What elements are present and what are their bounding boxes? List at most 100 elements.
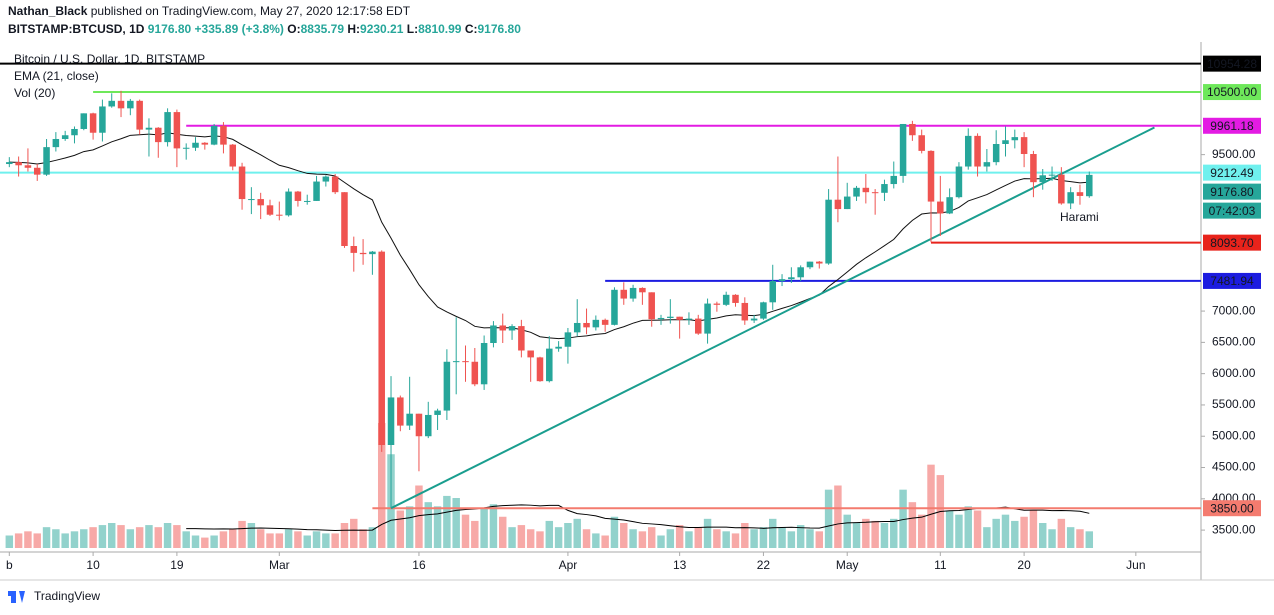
volume-bar xyxy=(443,495,451,548)
volume-bar xyxy=(973,510,982,548)
candle-body xyxy=(778,279,786,282)
volume-bar xyxy=(890,518,898,548)
volume-bar xyxy=(368,527,377,548)
volume-bar xyxy=(322,533,330,548)
candle-body xyxy=(806,261,814,268)
candle-body xyxy=(909,123,916,136)
volume-bar xyxy=(620,523,628,548)
volume-bar xyxy=(480,508,488,548)
candle-body xyxy=(843,196,851,210)
last-price-label: 9176.80 xyxy=(1210,185,1254,199)
price-line-label-bg xyxy=(1203,272,1261,289)
candle-body xyxy=(1067,192,1074,204)
volume-bar xyxy=(815,531,824,548)
candle-body xyxy=(499,325,507,331)
candle-body xyxy=(518,326,525,351)
price-line-label-bg xyxy=(1203,84,1261,101)
candle-body xyxy=(881,184,888,193)
y-tick-label: 7000.00 xyxy=(1212,303,1256,317)
candle-body xyxy=(639,287,646,293)
volume-bar xyxy=(945,510,954,548)
candle-body xyxy=(303,200,311,202)
candle-body xyxy=(99,106,106,133)
quote-value: 8810.99 xyxy=(418,22,462,36)
y-tick-label: 6500.00 xyxy=(1212,335,1256,349)
candle-body xyxy=(89,113,97,133)
price-line-label: 7481.94 xyxy=(1210,274,1254,288)
volume-bar xyxy=(731,533,740,548)
x-tick-label: 10 xyxy=(86,558,100,572)
candle-body xyxy=(871,192,879,194)
candle-body xyxy=(378,251,385,445)
volume-bar xyxy=(647,527,656,548)
volume-bar xyxy=(880,523,889,548)
volume-bar xyxy=(191,535,200,548)
candle-body xyxy=(80,113,88,129)
volume-bar xyxy=(154,527,162,548)
price-line-label-bg xyxy=(1203,164,1261,181)
x-tick-label: May xyxy=(836,558,859,572)
candle-body xyxy=(620,289,628,299)
volume-bar xyxy=(70,531,79,548)
volume-bar xyxy=(545,520,554,548)
volume-bar xyxy=(526,529,535,548)
candle-body xyxy=(369,251,376,255)
candle-body xyxy=(33,167,41,175)
volume-bar xyxy=(163,523,172,548)
change: +335.89 (+3.8%) xyxy=(195,22,284,36)
candle-body xyxy=(890,175,898,185)
last-price-label-box: 9176.80 xyxy=(1203,183,1261,200)
candle-body xyxy=(331,176,339,193)
volume-bar xyxy=(610,516,619,548)
volume-bar xyxy=(107,523,116,548)
volume-bar xyxy=(1001,514,1010,548)
candle-body xyxy=(760,302,767,319)
candle-body xyxy=(1086,174,1093,197)
volume-bar xyxy=(229,529,237,548)
candle-body xyxy=(825,199,832,264)
volume-bar xyxy=(1029,510,1038,548)
candle-body xyxy=(601,319,609,325)
price-line-label: 8093.70 xyxy=(1210,236,1254,250)
volume-bar xyxy=(405,506,414,548)
candle-body xyxy=(313,181,320,201)
candle-body xyxy=(536,357,544,382)
candle-body xyxy=(192,142,199,148)
x-tick-label: Mar xyxy=(269,558,290,572)
x-tick-label: 20 xyxy=(1017,558,1031,572)
price-line-label-box: 3850.00 xyxy=(1203,500,1261,517)
volume-bar xyxy=(396,510,405,548)
volume-bar xyxy=(834,485,842,548)
volume-bar xyxy=(741,523,749,548)
candle-body xyxy=(294,191,302,201)
candle-body xyxy=(229,144,237,167)
logo xyxy=(8,591,25,603)
volume-bar xyxy=(312,531,321,548)
price-line-label: 9961.18 xyxy=(1210,119,1254,133)
quote-key: O: xyxy=(287,22,300,36)
price-line-label-bg xyxy=(1203,55,1261,72)
symbol: BITSTAMP:BTCUSD, 1D xyxy=(8,22,145,36)
volume-bar xyxy=(284,529,293,548)
candle-body xyxy=(797,267,804,278)
candle-body xyxy=(15,162,22,166)
price-line-label-bg xyxy=(1203,234,1261,251)
volume-bar xyxy=(182,531,190,548)
candle-body xyxy=(406,413,413,426)
volume-bar xyxy=(824,489,833,548)
price-line-label: 3850.00 xyxy=(1210,501,1254,515)
volume-bar xyxy=(42,527,51,548)
volume-bar xyxy=(303,535,311,548)
volume-bar xyxy=(778,527,786,548)
price-line-label-box: 9212.49 xyxy=(1203,164,1261,181)
volume-bar xyxy=(219,531,228,548)
volume-bar xyxy=(52,529,60,548)
candle-body xyxy=(248,199,255,201)
candle-body xyxy=(155,127,162,143)
candle-body xyxy=(471,361,479,385)
ema-line xyxy=(9,132,1090,340)
volume-bar xyxy=(98,525,107,548)
candle-body xyxy=(397,397,404,426)
x-tick-label: 16 xyxy=(412,558,426,572)
